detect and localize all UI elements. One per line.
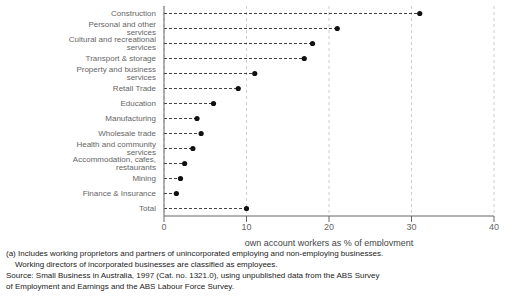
svg-text:Wholesale trade: Wholesale trade bbox=[98, 129, 156, 138]
html-text:services: services bbox=[126, 148, 156, 158]
svg-text:20: 20 bbox=[324, 222, 334, 232]
svg-text:Total: Total bbox=[139, 204, 156, 213]
html-text:services: services bbox=[126, 28, 156, 38]
html-text:Working directors of incorpora: Working directors of incorporated busine… bbox=[6, 260, 278, 269]
svg-text:40: 40 bbox=[489, 222, 499, 232]
svg-text:own account workers as % of em: own account workers as % of employment bbox=[245, 238, 414, 246]
svg-text:0: 0 bbox=[161, 222, 166, 232]
svg-text:30: 30 bbox=[406, 222, 416, 232]
html-text:(a) Includes working proprieto: (a) Includes working proprietors and par… bbox=[6, 249, 384, 258]
svg-text:10: 10 bbox=[241, 222, 251, 232]
svg-text:Transport & storage: Transport & storage bbox=[86, 54, 157, 63]
svg-text:Construction: Construction bbox=[111, 9, 156, 18]
svg-text:Retail Trade: Retail Trade bbox=[113, 84, 157, 93]
svg-text:Cultural and recreationalservi: Cultural and recreationalservices bbox=[69, 35, 156, 52]
svg-text:Education: Education bbox=[120, 99, 156, 108]
html-text:of Employment and Earnings and: of Employment and Earnings and the ABS L… bbox=[6, 282, 234, 291]
html-text:Source: Small Business in Aust: Source: Small Business in Australia, 199… bbox=[6, 271, 380, 280]
html-text:Personal and other: Personal and other bbox=[88, 20, 156, 30]
svg-text:Property and businessservices: Property and businessservices bbox=[76, 65, 156, 82]
html-text:Health and community: Health and community bbox=[76, 140, 156, 150]
svg-text:Accommodation, cafes,restauran: Accommodation, cafes,restaurants bbox=[73, 155, 156, 172]
svg-text:Finance & Insurance: Finance & Insurance bbox=[83, 189, 157, 198]
svg-text:Mining: Mining bbox=[132, 174, 156, 183]
svg-text:Manufacturing: Manufacturing bbox=[105, 114, 156, 123]
